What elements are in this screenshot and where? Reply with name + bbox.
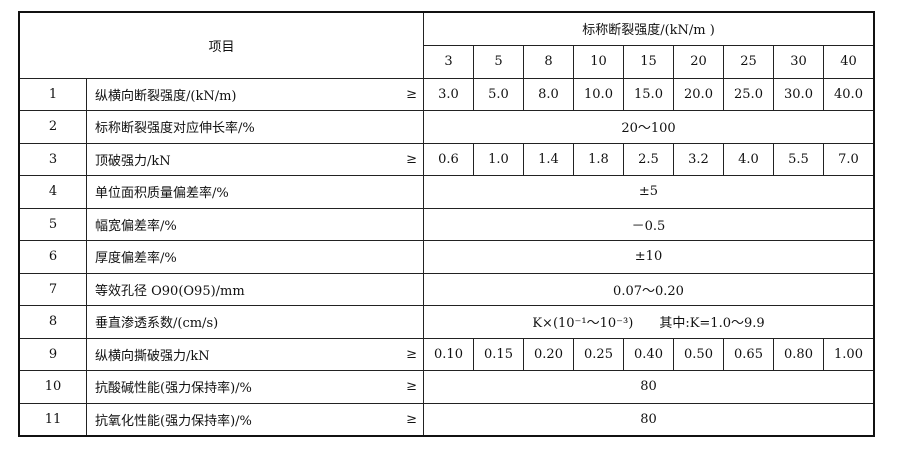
ge-symbol xyxy=(395,272,424,306)
value-cell: 5.0 xyxy=(473,77,524,111)
header-item: 项目 xyxy=(18,11,424,79)
ge-symbol xyxy=(395,305,424,339)
row-number: 6 xyxy=(18,240,87,274)
ge-symbol xyxy=(395,110,424,144)
ge-symbol: ≥ xyxy=(395,402,424,437)
value-cell: 1.00 xyxy=(823,337,875,371)
value-span: －0.5 xyxy=(423,207,875,241)
ge-symbol xyxy=(395,207,424,241)
ge-symbol: ≥ xyxy=(395,77,424,111)
row-item: 纵横向断裂强度/(kN/m) xyxy=(86,77,395,111)
ge-symbol: ≥ xyxy=(395,142,424,176)
value-span: ±10 xyxy=(423,240,875,274)
value-cell: 0.20 xyxy=(523,337,574,371)
row-item: 幅宽偏差率/% xyxy=(86,207,395,241)
value-cell: 4.0 xyxy=(723,142,774,176)
ge-symbol xyxy=(395,240,424,274)
value-cell: 0.50 xyxy=(673,337,724,371)
value-cell: 8.0 xyxy=(523,77,574,111)
value-cell: 2.5 xyxy=(623,142,674,176)
row-number: 8 xyxy=(18,305,87,339)
row-item: 等效孔径 O90(O95)/mm xyxy=(86,272,395,306)
row-item: 抗氧化性能(强力保持率)/% xyxy=(86,402,395,437)
row-number: 4 xyxy=(18,175,87,209)
grade-header: 3 xyxy=(423,44,474,79)
value-cell: 1.0 xyxy=(473,142,524,176)
row-item: 垂直渗透系数/(cm/s) xyxy=(86,305,395,339)
table-row: 4 单位面积质量偏差率/% ±5 xyxy=(18,175,875,209)
row-number: 1 xyxy=(18,77,87,111)
row-number: 3 xyxy=(18,142,87,176)
value-span: 80 xyxy=(423,370,875,404)
spec-table: 项目 标称断裂强度/(kN/m ) 3 5 8 10 15 20 25 30 40 1 纵横向断裂… xyxy=(18,11,875,437)
value-cell: 1.8 xyxy=(573,142,624,176)
table-row: 5 幅宽偏差率/% －0.5 xyxy=(18,207,875,241)
value-cell: 20.0 xyxy=(673,77,724,111)
value-cell: 0.15 xyxy=(473,337,524,371)
value-cell: 1.4 xyxy=(523,142,574,176)
value-cell: 3.0 xyxy=(423,77,474,111)
row-item: 厚度偏差率/% xyxy=(86,240,395,274)
value-cell: 0.40 xyxy=(623,337,674,371)
row-item: 顶破强力/kN xyxy=(86,142,395,176)
table-row: 7 等效孔径 O90(O95)/mm 0.07～0.20 xyxy=(18,272,875,306)
row-item: 标称断裂强度对应伸长率/% xyxy=(86,110,395,144)
table-row: 9 纵横向撕破强力/kN ≥0.10 0.15 0.20 0.25 0.40 0.50 0.65… xyxy=(18,337,875,371)
ge-symbol: ≥ xyxy=(395,370,424,404)
row-number: 5 xyxy=(18,207,87,241)
value-cell: 3.2 xyxy=(673,142,724,176)
row-number: 11 xyxy=(18,402,87,437)
ge-symbol xyxy=(395,175,424,209)
table-row: 11 抗氧化性能(强力保持率)/% ≥80 xyxy=(18,402,875,437)
value-cell: 40.0 xyxy=(823,77,875,111)
value-span: K×(10⁻¹～10⁻³) 其中:K=1.0～9.9 xyxy=(423,305,875,339)
ge-symbol: ≥ xyxy=(395,337,424,371)
grade-header: 30 xyxy=(773,44,824,79)
value-cell: 25.0 xyxy=(723,77,774,111)
table-row: 6 厚度偏差率/% ±10 xyxy=(18,240,875,274)
header-nominal-strength: 标称断裂强度/(kN/m ) xyxy=(423,11,875,46)
value-cell: 0.65 xyxy=(723,337,774,371)
value-cell: 5.5 xyxy=(773,142,824,176)
row-number: 2 xyxy=(18,110,87,144)
row-number: 10 xyxy=(18,370,87,404)
grade-header: 25 xyxy=(723,44,774,79)
grade-header: 5 xyxy=(473,44,524,79)
row-item: 单位面积质量偏差率/% xyxy=(86,175,395,209)
value-cell: 0.10 xyxy=(423,337,474,371)
value-cell: 15.0 xyxy=(623,77,674,111)
value-cell: 0.25 xyxy=(573,337,624,371)
row-number: 9 xyxy=(18,337,87,371)
row-item: 纵横向撕破强力/kN xyxy=(86,337,395,371)
grade-header: 15 xyxy=(623,44,674,79)
table-row: 3 顶破强力/kN ≥0.6 1.0 1.4 1.8 2.5 3.2 4.0 5.5 7.0 xyxy=(18,142,875,176)
value-cell: 10.0 xyxy=(573,77,624,111)
grade-header: 40 xyxy=(823,44,875,79)
row-item: 抗酸碱性能(强力保持率)/% xyxy=(86,370,395,404)
table-row: 10 抗酸碱性能(强力保持率)/% ≥80 xyxy=(18,370,875,404)
row-number: 7 xyxy=(18,272,87,306)
grade-header: 10 xyxy=(573,44,624,79)
value-cell: 0.80 xyxy=(773,337,824,371)
grade-header: 20 xyxy=(673,44,724,79)
value-cell: 7.0 xyxy=(823,142,875,176)
value-span: ±5 xyxy=(423,175,875,209)
table-row: 1 纵横向断裂强度/(kN/m) ≥3.0 5.0 8.0 10.0 15.0 20.0 25.… xyxy=(18,77,875,111)
grade-header: 8 xyxy=(523,44,574,79)
value-span: 20～100 xyxy=(423,110,875,144)
table-row: 8 垂直渗透系数/(cm/s) K×(10⁻¹～10⁻³) 其中:K=1.0～9.9 xyxy=(18,305,875,339)
value-cell: 30.0 xyxy=(773,77,824,111)
value-span: 80 xyxy=(423,402,875,437)
table-row: 2 标称断裂强度对应伸长率/% 20～100 xyxy=(18,110,875,144)
value-cell: 0.6 xyxy=(423,142,474,176)
value-span: 0.07～0.20 xyxy=(423,272,875,306)
